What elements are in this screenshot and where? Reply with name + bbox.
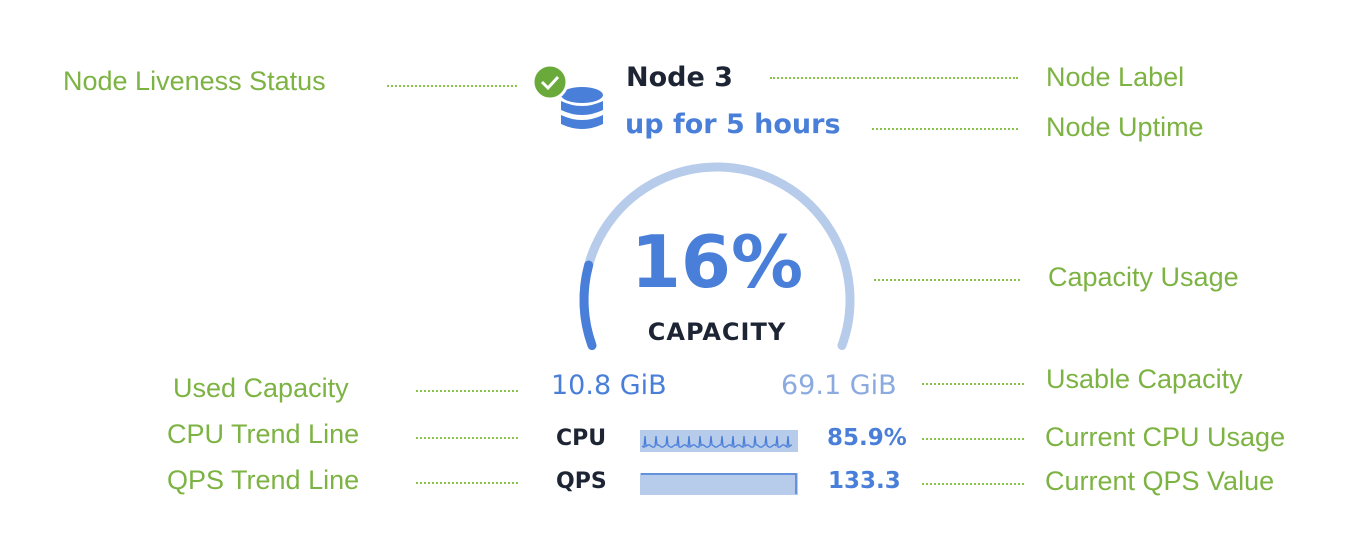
leader-line <box>922 483 1024 485</box>
database-icon <box>561 87 603 129</box>
node-name[interactable]: Node 3 <box>626 62 733 93</box>
cpu-label: CPU <box>556 426 607 451</box>
annotation-qps-trend: QPS Trend Line <box>167 465 360 495</box>
node-uptime: up for 5 hours <box>625 109 841 140</box>
leader-line <box>770 77 1018 79</box>
capacity-percent: 16% <box>630 220 804 304</box>
qps-label: QPS <box>556 469 607 494</box>
usable-capacity: 69.1 GiB <box>781 370 897 401</box>
used-capacity: 10.8 GiB <box>551 370 667 401</box>
annotation-qps-current: Current QPS Value <box>1045 466 1275 496</box>
leader-line <box>872 128 1018 130</box>
leader-line <box>416 482 518 484</box>
check-circle-icon <box>531 63 569 101</box>
qps-sparkline <box>640 473 798 495</box>
annotation-cpu-current: Current CPU Usage <box>1045 422 1286 452</box>
annotation-capacity-usage: Capacity Usage <box>1048 262 1239 292</box>
annotation-used-capacity: Used Capacity <box>173 373 349 403</box>
qps-value: 133.3 <box>828 468 901 494</box>
leader-line <box>416 437 518 439</box>
cpu-sparkline <box>640 430 798 452</box>
cpu-value: 85.9% <box>827 425 907 451</box>
leader-line <box>416 390 518 392</box>
annotation-usable-capacity: Usable Capacity <box>1046 364 1243 394</box>
leader-line <box>922 438 1024 440</box>
leader-line <box>922 383 1024 385</box>
leader-line <box>387 85 517 87</box>
annotation-node-label: Node Label <box>1046 62 1185 92</box>
leader-line <box>874 279 1020 281</box>
annotation-uptime: Node Uptime <box>1046 112 1204 142</box>
capacity-gauge-fill <box>579 260 597 350</box>
annotation-liveness: Node Liveness Status <box>63 66 326 96</box>
annotation-cpu-trend: CPU Trend Line <box>167 419 360 449</box>
capacity-label: CAPACITY <box>647 318 787 346</box>
